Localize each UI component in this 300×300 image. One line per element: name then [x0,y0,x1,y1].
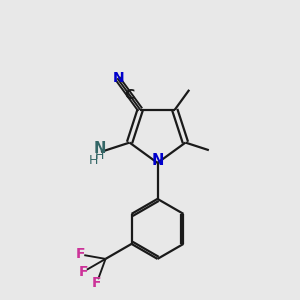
Text: F: F [75,248,85,261]
Text: H: H [89,154,98,167]
Text: N: N [112,70,124,85]
Text: C: C [124,88,135,101]
Text: H: H [95,149,104,162]
Text: N: N [151,153,164,168]
Text: F: F [92,276,101,290]
Text: N: N [93,141,106,156]
Text: F: F [78,265,88,279]
